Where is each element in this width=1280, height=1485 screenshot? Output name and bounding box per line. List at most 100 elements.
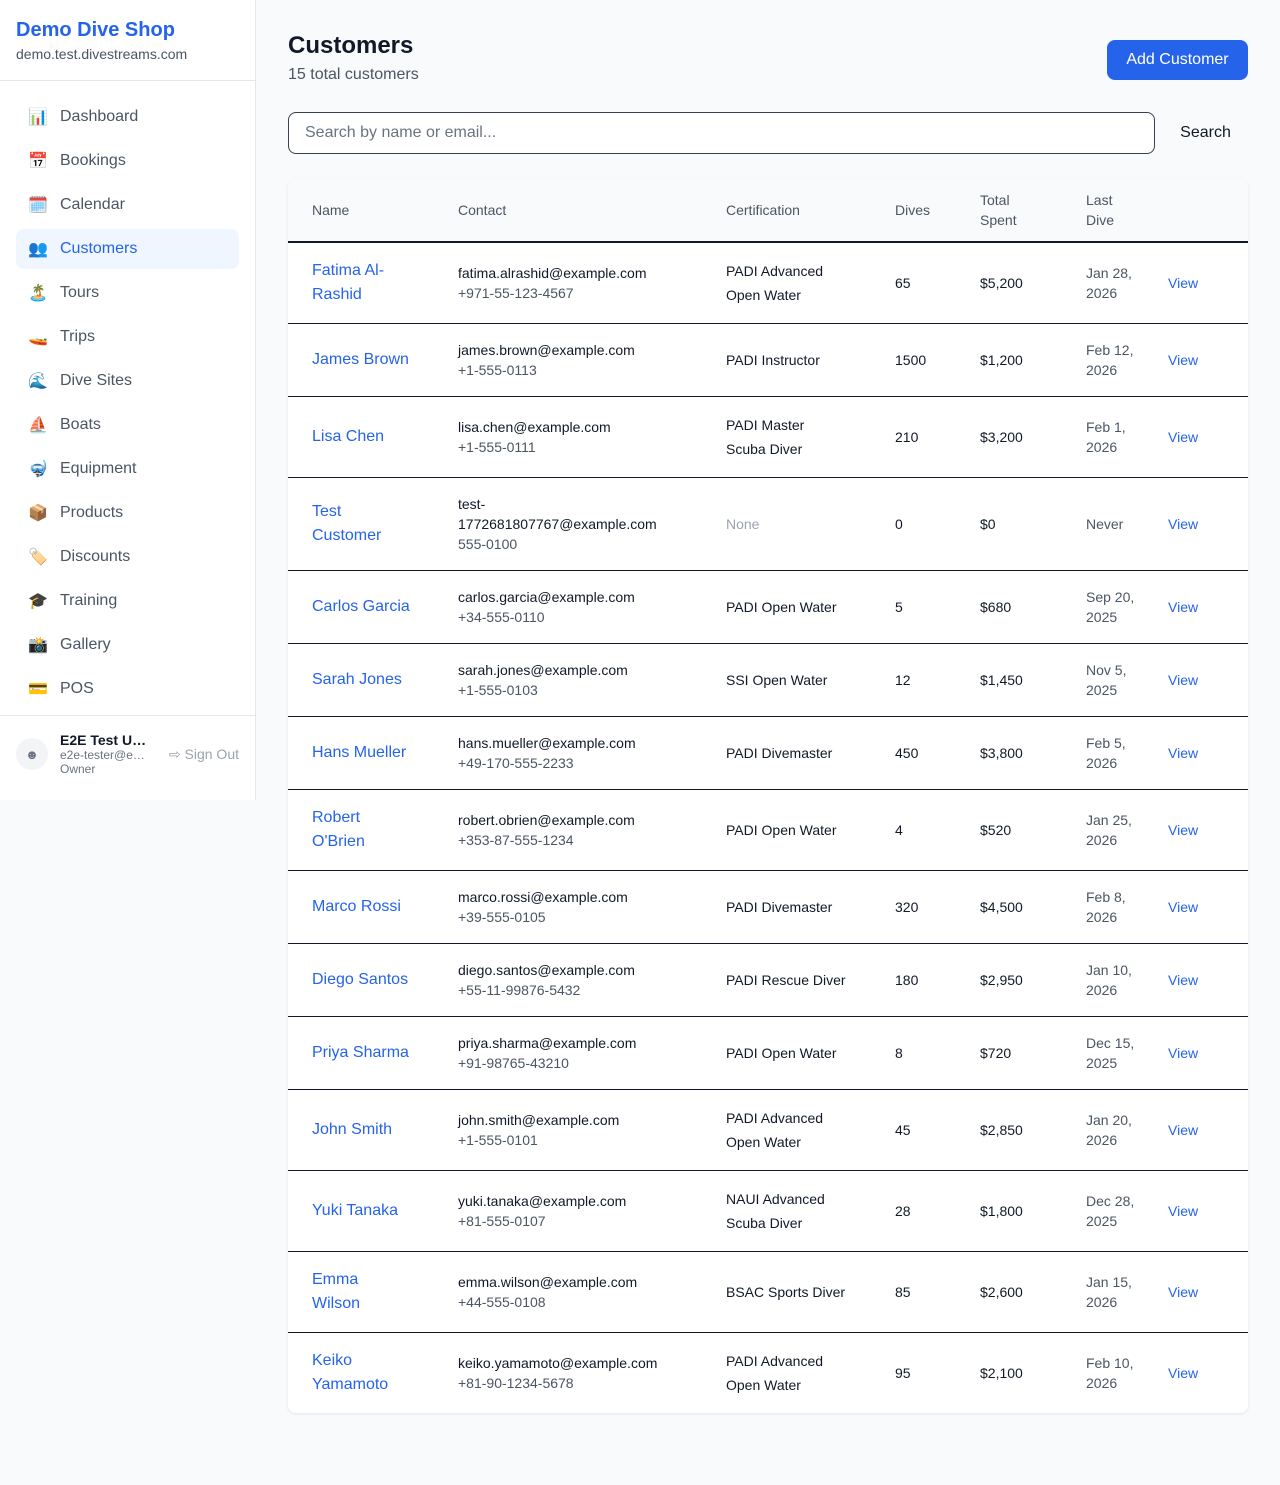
search-button[interactable]: Search	[1163, 112, 1248, 154]
view-customer-link[interactable]: View	[1168, 822, 1199, 838]
customer-name-link[interactable]: Priya Sharma	[312, 1044, 409, 1061]
search-input[interactable]	[288, 112, 1155, 154]
column-header: Total Spent	[956, 178, 1062, 243]
sidebar-item-products[interactable]: 📦 Products	[16, 493, 239, 533]
shop-name[interactable]: Demo Dive Shop	[16, 19, 175, 41]
sign-out-icon: ⇨	[168, 745, 181, 762]
customer-name-link[interactable]: Keiko Yamamoto	[312, 1352, 389, 1393]
view-customer-link[interactable]: View	[1168, 745, 1199, 761]
column-header: Name	[288, 178, 434, 243]
customer-name-link[interactable]: Emma Wilson	[312, 1271, 361, 1312]
view-customer-link[interactable]: View	[1168, 599, 1199, 615]
customer-certification: PADI Divemaster	[702, 716, 871, 790]
sidebar-item-label: POS	[60, 680, 94, 697]
view-customer-link[interactable]: View	[1168, 1045, 1199, 1061]
customer-name-link[interactable]: Hans Mueller	[312, 744, 407, 761]
bar-chart-icon: 📊	[28, 109, 48, 126]
customer-total-spent: $3,200	[956, 396, 1062, 478]
customer-certification: PADI Open Water	[702, 789, 871, 871]
customer-total-spent: $1,450	[956, 643, 1062, 717]
customer-last-dive: Sep 20, 2025	[1062, 570, 1168, 644]
customer-phone: +81-90-1234-5678	[458, 1375, 574, 1391]
customer-dives: 180	[871, 943, 956, 1017]
table-row: Diego Santos diego.santos@example.com +55…	[288, 943, 1248, 1017]
sidebar-item-label: Calendar	[60, 196, 125, 213]
customer-certification: PADI Rescue Diver	[702, 943, 871, 1017]
customer-name-link[interactable]: Marco Rossi	[312, 898, 401, 915]
table-row: Yuki Tanaka yuki.tanaka@example.com +81-5…	[288, 1170, 1248, 1252]
customer-certification: PADI Instructor	[702, 323, 871, 397]
customer-phone: +39-555-0105	[458, 909, 546, 925]
view-customer-link[interactable]: View	[1168, 972, 1199, 988]
view-customer-link[interactable]: View	[1168, 1122, 1199, 1138]
customer-name-link[interactable]: Diego Santos	[312, 971, 409, 988]
customer-certification: PADI Open Water	[702, 1016, 871, 1090]
customer-name-link[interactable]: Fatima Al-Rashid	[312, 262, 385, 303]
sidebar-item-bookings[interactable]: 📅 Bookings	[16, 141, 239, 181]
brand: Demo Dive Shop demo.test.divestreams.com	[0, 0, 255, 81]
view-customer-link[interactable]: View	[1168, 516, 1199, 532]
view-customer-link[interactable]: View	[1168, 1365, 1199, 1381]
sidebar-item-label: Trips	[60, 328, 95, 345]
customer-email: hans.mueller@example.com	[458, 735, 636, 751]
wave-icon: 🌊	[28, 373, 48, 390]
table-row: Carlos Garcia carlos.garcia@example.com +…	[288, 570, 1248, 644]
sidebar-item-dive-sites[interactable]: 🌊 Dive Sites	[16, 361, 239, 401]
view-customer-link[interactable]: View	[1168, 1284, 1199, 1300]
customer-name-link[interactable]: Lisa Chen	[312, 428, 385, 445]
sidebar-item-customers[interactable]: 👥 Customers	[16, 229, 239, 269]
customer-certification: PADI Open Water	[702, 570, 871, 644]
customer-email: marco.rossi@example.com	[458, 889, 628, 905]
sidebar-item-calendar[interactable]: 🗓️ Calendar	[16, 185, 239, 225]
customer-last-dive: Dec 15, 2025	[1062, 1016, 1168, 1090]
sidebar-item-gallery[interactable]: 📸 Gallery	[16, 625, 239, 665]
sidebar-item-dashboard[interactable]: 📊 Dashboard	[16, 97, 239, 137]
customer-phone: +91-98765-43210	[458, 1055, 569, 1071]
customer-total-spent: $1,200	[956, 323, 1062, 397]
customer-certification: SSI Open Water	[702, 643, 871, 717]
table-row: Sarah Jones sarah.jones@example.com +1-55…	[288, 643, 1248, 717]
sidebar-item-trips[interactable]: 🚤 Trips	[16, 317, 239, 357]
customer-last-dive: Jan 10, 2026	[1062, 943, 1168, 1017]
view-customer-link[interactable]: View	[1168, 899, 1199, 915]
graduation-cap-icon: 🎓	[28, 593, 48, 610]
camera-icon: 📸	[28, 637, 48, 654]
sidebar-item-equipment[interactable]: 🤿 Equipment	[16, 449, 239, 489]
customer-phone: +353-87-555-1234	[458, 832, 574, 848]
sidebar-item-tours[interactable]: 🏝️ Tours	[16, 273, 239, 313]
customer-email: lisa.chen@example.com	[458, 419, 611, 435]
view-customer-link[interactable]: View	[1168, 1203, 1199, 1219]
customer-name-link[interactable]: Test Customer	[312, 503, 382, 544]
customer-name-link[interactable]: Carlos Garcia	[312, 598, 410, 615]
customer-last-dive: Feb 8, 2026	[1062, 870, 1168, 944]
customer-last-dive: Feb 10, 2026	[1086, 1355, 1134, 1391]
view-customer-link[interactable]: View	[1168, 672, 1199, 688]
customer-dives: 5	[871, 570, 956, 644]
customer-name-link[interactable]: Sarah Jones	[312, 671, 402, 688]
customer-name-link[interactable]: John Smith	[312, 1121, 393, 1138]
customer-name-link[interactable]: James Brown	[312, 351, 409, 368]
sidebar-item-pos[interactable]: 💳 POS	[16, 669, 239, 709]
table-row: Keiko Yamamoto keiko.yamamoto@example.co…	[288, 1333, 1248, 1414]
customer-certification: NAUI Advanced Scuba Diver	[702, 1170, 871, 1252]
customer-total-spent: $520	[956, 789, 1062, 871]
view-customer-link[interactable]: View	[1168, 275, 1199, 291]
customer-name-link[interactable]: Robert O'Brien	[312, 809, 365, 850]
add-customer-button[interactable]: Add Customer	[1107, 40, 1248, 80]
sidebar-item-training[interactable]: 🎓 Training	[16, 581, 239, 621]
customer-total-spent: $1,800	[956, 1170, 1062, 1252]
customer-email: test-1772681807767@example.com	[458, 496, 657, 532]
customer-email: sarah.jones@example.com	[458, 662, 628, 678]
table-row: Marco Rossi marco.rossi@example.com +39-5…	[288, 870, 1248, 944]
customer-name-link[interactable]: Yuki Tanaka	[312, 1202, 398, 1219]
view-customer-link[interactable]: View	[1168, 429, 1199, 445]
sign-out-button[interactable]: ⇨ Sign Out	[169, 746, 239, 763]
table-row: Emma Wilson emma.wilson@example.com +44-5…	[288, 1251, 1248, 1333]
view-customer-link[interactable]: View	[1168, 352, 1199, 368]
sidebar-item-discounts[interactable]: 🏷️ Discounts	[16, 537, 239, 577]
sidebar-item-boats[interactable]: ⛵ Boats	[16, 405, 239, 445]
customer-dives: 320	[871, 870, 956, 944]
customer-phone: +1-555-0111	[458, 439, 536, 455]
customer-total-spent: $680	[956, 570, 1062, 644]
customer-total-spent: $2,850	[956, 1089, 1062, 1171]
